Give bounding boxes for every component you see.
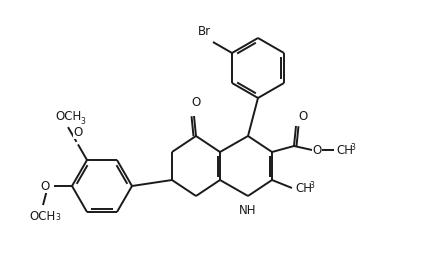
Text: CH: CH bbox=[295, 182, 312, 195]
Text: O: O bbox=[191, 96, 201, 109]
Text: OCH: OCH bbox=[30, 210, 56, 223]
Text: NH: NH bbox=[239, 204, 257, 217]
Text: O: O bbox=[73, 126, 82, 140]
Text: O: O bbox=[41, 180, 50, 192]
Text: O: O bbox=[312, 143, 321, 157]
Text: 3: 3 bbox=[350, 143, 355, 152]
Text: O: O bbox=[298, 110, 308, 123]
Text: CH: CH bbox=[336, 143, 353, 157]
Text: Br: Br bbox=[198, 25, 211, 38]
Text: 3: 3 bbox=[309, 182, 314, 190]
Text: 3: 3 bbox=[80, 117, 85, 126]
Text: OCH: OCH bbox=[55, 110, 81, 123]
Text: 3: 3 bbox=[55, 213, 60, 222]
